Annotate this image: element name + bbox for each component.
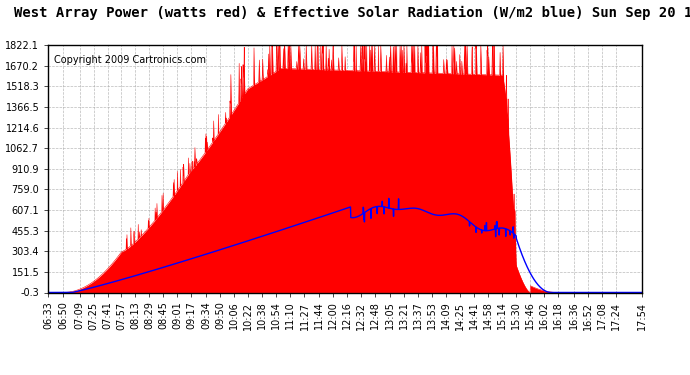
Text: West Array Power (watts red) & Effective Solar Radiation (W/m2 blue) Sun Sep 20 : West Array Power (watts red) & Effective… (14, 6, 690, 20)
Text: Copyright 2009 Cartronics.com: Copyright 2009 Cartronics.com (55, 55, 206, 65)
